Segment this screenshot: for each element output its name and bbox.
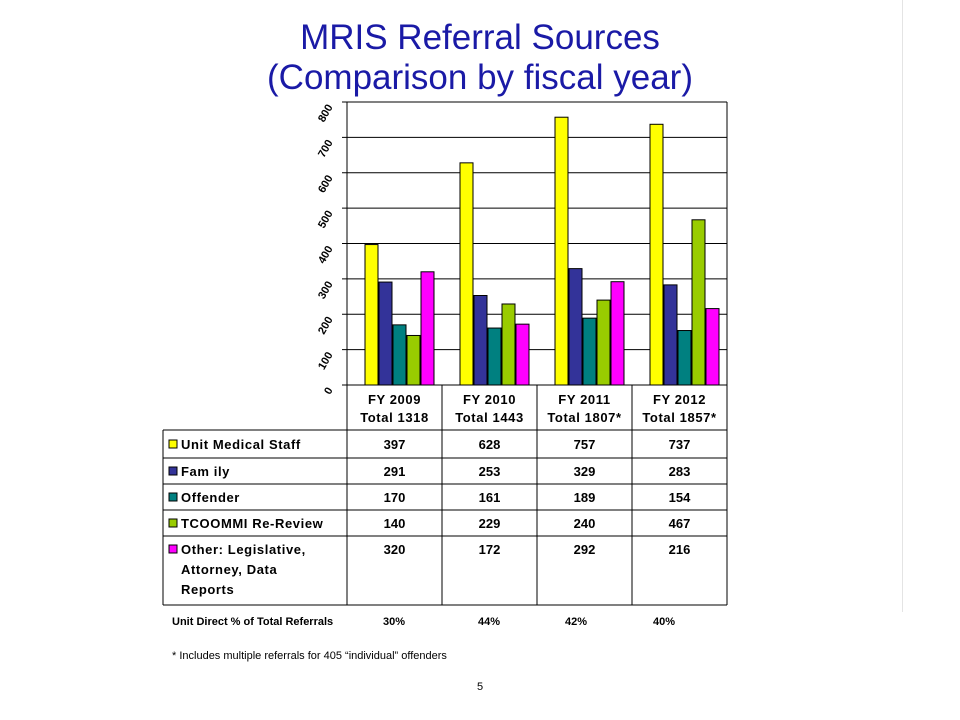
y-tick-label: 600: [316, 173, 336, 195]
data-table-value: 253: [479, 464, 501, 479]
legend-label: Attorney, Data: [181, 562, 277, 577]
bar: [515, 323, 530, 386]
bar: [364, 244, 379, 386]
x-tick-label: FY 2010: [463, 392, 516, 407]
legend-label: Reports: [181, 582, 234, 597]
bar: [705, 308, 720, 386]
footnote: * Includes multiple referrals for 405 “i…: [172, 650, 447, 662]
data-table-value: 216: [669, 542, 691, 557]
data-table-value: 161: [479, 490, 501, 505]
data-table-value: 628: [479, 437, 501, 452]
y-tick-label: 800: [316, 103, 336, 125]
y-tick-label: 700: [316, 138, 336, 160]
legend-label: Other: Legislative,: [181, 542, 306, 557]
data-table-value: 737: [669, 437, 691, 452]
y-tick-label: 300: [316, 279, 336, 301]
bar: [596, 299, 611, 386]
data-table-value: 154: [669, 490, 691, 505]
chart-title-line2: (Comparison by fiscal year): [267, 58, 693, 97]
data-table-value: 283: [669, 464, 691, 479]
bar: [406, 334, 421, 386]
bar: [663, 284, 678, 386]
data-table-value: 172: [479, 542, 501, 557]
legend-swatch: [168, 518, 178, 528]
data-table-value: 240: [574, 516, 596, 531]
data-table-value: 397: [384, 437, 406, 452]
legend-swatch: [168, 544, 178, 554]
legend-label: Offender: [181, 490, 240, 505]
bar: [610, 281, 625, 386]
bar: [378, 281, 393, 386]
page-number: 5: [476, 681, 484, 693]
data-table-value: 467: [669, 516, 691, 531]
data-table-value: 320: [384, 542, 406, 557]
y-tick-label: 200: [316, 315, 336, 337]
x-tick-label: Total 1318: [360, 410, 429, 425]
bar: [582, 317, 597, 386]
y-tick-label: 0: [322, 386, 335, 397]
bar: [691, 219, 706, 386]
bar: [501, 303, 516, 386]
y-tick-label: 100: [316, 350, 336, 372]
x-tick-label: Total 1807*: [547, 410, 622, 425]
bar: [568, 268, 583, 386]
data-table-value: 189: [574, 490, 596, 505]
data-table-value: 757: [574, 437, 596, 452]
slide-edge-divider: [902, 0, 903, 612]
bar: [487, 327, 502, 386]
unit-direct-percent-fy2009: 30%: [382, 616, 406, 628]
legend-label: Fam ily: [181, 464, 230, 479]
unit-direct-percent-fy2010: 44%: [477, 616, 501, 628]
chart-title-line1: MRIS Referral Sources: [300, 18, 660, 57]
legend-label: Unit Medical Staff: [181, 437, 301, 452]
bar: [459, 162, 474, 386]
legend-label: TCOOMMI Re-Review: [181, 516, 324, 531]
x-tick-label: FY 2011: [558, 392, 610, 407]
x-tick-label: FY 2012: [653, 392, 706, 407]
y-tick-label: 500: [316, 209, 336, 231]
bar: [473, 295, 488, 386]
legend-swatch: [168, 466, 178, 476]
bar: [420, 271, 435, 386]
x-tick-label: Total 1857*: [642, 410, 717, 425]
x-tick-label: FY 2009: [368, 392, 421, 407]
bar: [677, 330, 692, 386]
data-table-value: 291: [384, 464, 406, 479]
legend-swatch: [168, 439, 178, 449]
data-table-value: 292: [574, 542, 596, 557]
legend-swatch: [168, 492, 178, 502]
bar: [554, 116, 569, 386]
bar: [392, 324, 407, 386]
data-table-value: 170: [384, 490, 406, 505]
y-tick-label: 400: [316, 244, 336, 266]
unit-direct-percent-fy2012: 40%: [652, 616, 676, 628]
unit-direct-label: Unit Direct % of Total Referrals: [172, 616, 334, 628]
data-table-value: 329: [574, 464, 596, 479]
data-table-value: 140: [384, 516, 406, 531]
bar: [649, 123, 664, 386]
x-tick-label: Total 1443: [455, 410, 524, 425]
unit-direct-percent-fy2011: 42%: [564, 616, 588, 628]
data-table-value: 229: [479, 516, 501, 531]
